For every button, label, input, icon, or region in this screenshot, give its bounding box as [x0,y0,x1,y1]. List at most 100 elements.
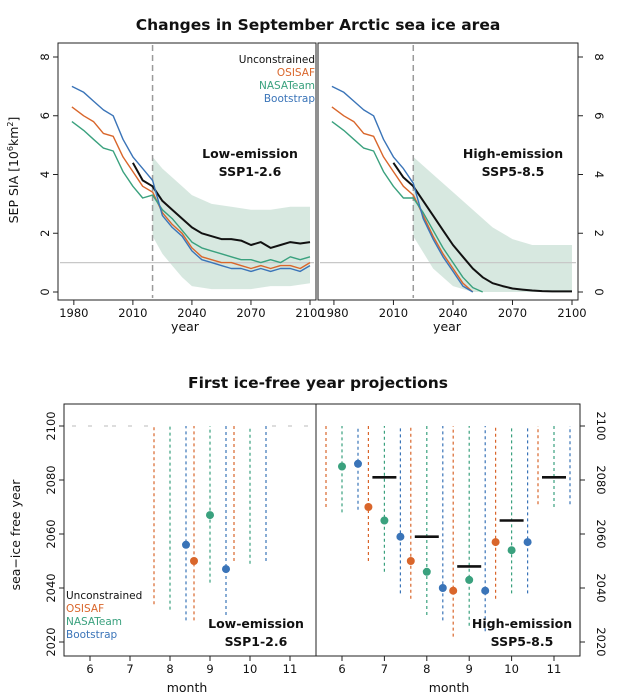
y-tick-label: 6 [38,112,52,119]
top-panel-2: 1980 2010 2040 2070 2100 0 2 4 6 8 [317,42,606,320]
x-tick-label: 7 [126,662,133,676]
x-tick-label: 9 [466,662,473,676]
y-tick-label: 2060 [44,519,58,548]
bottom-right-x-axis-label: month [429,680,470,695]
point-osisaf [406,557,415,565]
point-nasateam [465,575,474,584]
point-bootstrap [481,586,490,595]
series-line-nasateam [331,121,483,293]
point-bootstrap [523,538,532,547]
bottom-left-scenario-line2: SSP1-2.6 [225,634,288,649]
x-tick-label: 2100 [557,306,586,320]
legend-bootstrap: Bootstrap [264,93,316,105]
x-tick-label: 2040 [177,306,206,320]
y-tick-label: 2080 [44,465,58,494]
bottom-right-scenario-line2: SSP5-8.5 [491,634,554,649]
series-line-unconstrained [392,162,572,293]
top-legend: Unconstrained OSISAF NASATeam Bootstrap [239,54,316,105]
y-tick-label: 8 [38,53,52,60]
bottom-panel-2: 6 7 8 9 10 11 2020 2040 2060 2080 2100 [315,403,608,676]
panel-frame [315,403,581,657]
point-nasateam [338,462,346,471]
y-tick-label: 0 [38,288,52,295]
y-tick-label: 2020 [44,627,58,656]
panel-frame [57,42,317,301]
y-tick-label: 6 [592,112,606,119]
point-osisaf [190,557,198,565]
y-tick-label: 2040 [594,573,608,602]
y-tick-label: 4 [592,171,606,178]
point-osisaf [364,503,373,511]
x-tick-label: 2010 [379,306,408,320]
x-tick-label: 2100 [295,306,324,320]
top-chart-title: Changes in September Arctic sea ice area [136,16,501,34]
y-tick-label: 2060 [594,519,608,548]
point-bootstrap [182,540,190,549]
x-tick-label: 11 [283,662,298,676]
series-line-bootstrap [71,85,311,273]
bottom-y-axis-label: sea−ice free year [8,479,23,591]
point-osisaf [491,538,500,547]
series-line-unconstrained [132,162,311,249]
y-tick-label: 2100 [594,411,608,440]
point-nasateam [422,567,431,576]
x-tick-label: 2070 [236,306,265,320]
x-tick-label: 8 [423,662,430,676]
top-chart: 1980 2010 2040 2070 2100 0 2 4 6 8 1980 2010 2040 207… [38,42,606,320]
y-tick-label: 2020 [594,627,608,656]
series-line-nasateam [71,121,311,264]
series-line-bootstrap [331,85,474,293]
top-left-scenario-line2: SSP1-2.6 [219,164,282,179]
legend-osisaf: OSISAF [66,603,104,615]
series-line-osisaf [71,106,311,270]
top-y-axis-label: SEP SIA [106km2] [6,117,21,224]
bottom-left-scenario-line1: Low-emission [208,616,304,631]
top-right-scenario-line1: High-emission [463,146,563,161]
point-bootstrap [438,584,447,592]
y-tick-label: 0 [592,288,606,295]
x-tick-label: 6 [338,662,345,676]
x-tick-label: 2010 [118,306,147,320]
legend-osisaf: OSISAF [277,67,315,79]
legend-unconstrained: Unconstrained [239,54,315,66]
y-tick-label: 2100 [44,411,58,440]
bottom-left-x-axis-label: month [167,680,208,695]
x-tick-label: 8 [166,662,173,676]
y-tick-label: 2 [38,230,52,237]
x-tick-label: 2070 [498,306,527,320]
top-left-scenario-line1: Low-emission [202,146,298,161]
top-left-x-axis-label: year [171,319,200,334]
bottom-legend: Unconstrained OSISAF NASATeam Bootstrap [66,590,142,641]
point-bootstrap [354,459,362,468]
bottom-right-scenario-line1: High-emission [472,616,572,631]
x-tick-label: 1980 [59,306,88,320]
y-tick-label: 2 [592,230,606,237]
legend-nasateam: NASATeam [259,80,315,92]
legend-nasateam: NASATeam [66,616,122,628]
point-nasateam [507,546,516,555]
y-tick-label: 2080 [594,465,608,494]
bottom-chart: 6 7 8 9 10 11 2020 2040 2060 2080 2100 6 7 8 9 10 11 2020… [44,403,608,676]
legend-unconstrained: Unconstrained [66,590,142,602]
x-tick-label: 11 [547,662,562,676]
top-right-scenario-line2: SSP5-8.5 [482,164,545,179]
bottom-chart-title: First ice-free year projections [188,374,448,392]
x-tick-label: 9 [206,662,213,676]
point-osisaf [449,586,458,595]
x-tick-label: 2040 [438,306,467,320]
top-panel-1: 1980 2010 2040 2070 2100 0 2 4 6 8 [38,42,325,320]
point-nasateam [380,516,389,525]
point-bootstrap [396,532,405,541]
point-nasateam [206,511,214,520]
x-tick-label: 6 [86,662,93,676]
x-tick-label: 10 [243,662,258,676]
y-tick-label: 4 [38,171,52,178]
projection-envelope [413,156,572,292]
y-tick-label: 8 [592,53,606,60]
legend-bootstrap: Bootstrap [66,629,118,641]
x-tick-label: 7 [381,662,388,676]
series-line-osisaf [331,106,474,293]
point-bootstrap [222,565,230,574]
bottom-panel-1: 6 7 8 9 10 11 2020 2040 2060 2080 2100 [44,403,317,676]
